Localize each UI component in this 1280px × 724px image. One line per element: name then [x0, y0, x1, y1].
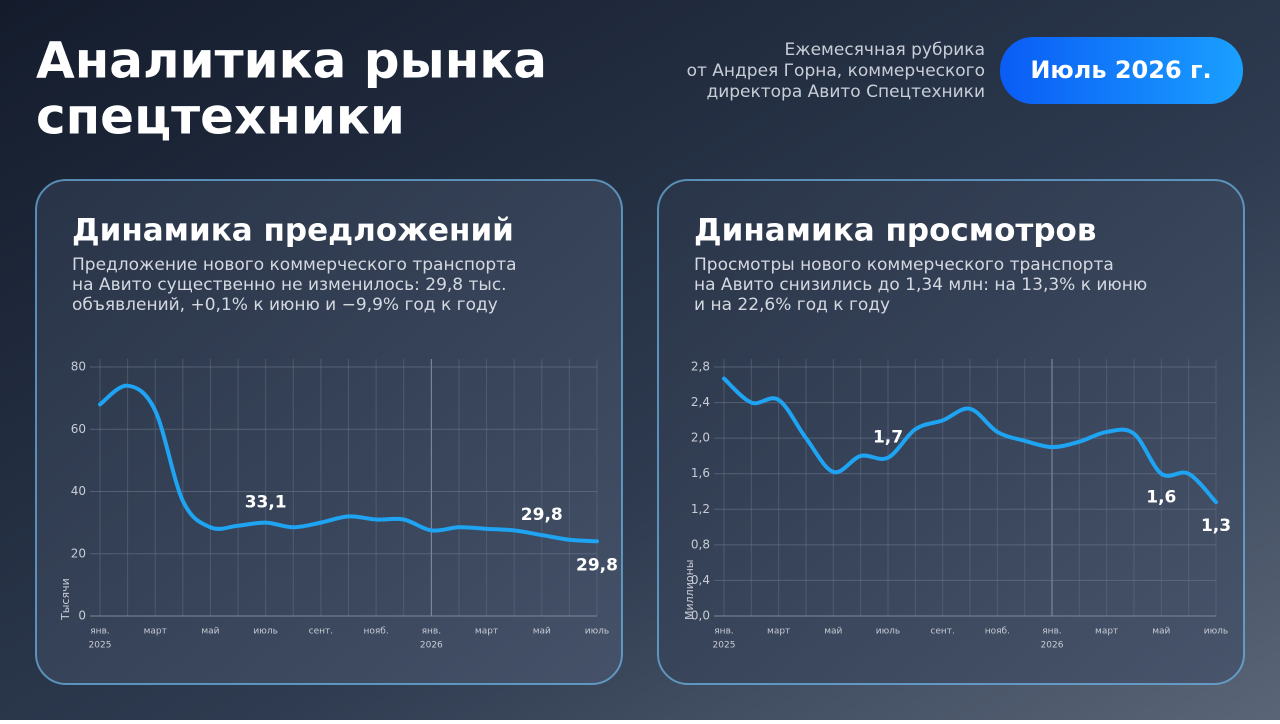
y-tick-label: 0,0: [691, 609, 710, 623]
y-tick-label: 0,8: [691, 537, 710, 551]
x-tick-label: март: [1095, 627, 1118, 637]
chart-title: Динамика предложений: [72, 213, 514, 249]
x-tick-label: май: [1152, 627, 1170, 637]
rubric: от Андрея Горна, коммерческого: [687, 61, 985, 81]
x-tick-label: март: [144, 627, 167, 637]
y-tick-label: 40: [71, 484, 86, 498]
rubric: директора Авито Спецтехники: [706, 82, 985, 102]
x-tick-label: май: [824, 627, 842, 637]
badge-text: Июль 2026 г.: [1030, 56, 1211, 84]
x-tick-label: сент.: [930, 627, 954, 637]
page-title: Аналитика рынка: [36, 32, 547, 90]
x-tick-label: март: [475, 627, 498, 637]
year-label: 2026: [1041, 641, 1064, 651]
data-label: 1,6: [1146, 488, 1176, 508]
page-title: спецтехники: [36, 88, 405, 146]
x-tick-label: янв.: [422, 627, 441, 637]
data-label: 29,8: [521, 505, 563, 525]
x-tick-label: сент.: [309, 627, 333, 637]
x-tick-label: янв.: [714, 627, 733, 637]
data-label: 1,7: [873, 428, 903, 448]
data-label: 33,1: [245, 493, 287, 513]
chart-subtitle: Предложение нового коммерческого транспо…: [72, 255, 517, 275]
y-tick-label: 60: [71, 422, 86, 436]
year-label: 2026: [420, 641, 443, 651]
data-line: [98, 383, 599, 544]
y-tick-label: 1,6: [691, 466, 710, 480]
year-label: 2025: [713, 641, 736, 651]
x-tick-label: май: [201, 627, 219, 637]
chart-subtitle: объявлений, +0,1% к июню и −9,9% год к г…: [72, 295, 498, 315]
badge: [1000, 37, 1243, 104]
y-tick-label: 80: [71, 360, 86, 374]
y-tick-label: 2,0: [691, 431, 710, 445]
x-tick-label: янв.: [90, 627, 109, 637]
x-tick-label: янв.: [1042, 627, 1061, 637]
y-axis-label: Тысячи: [59, 578, 72, 621]
y-tick-label: 1,2: [691, 502, 710, 516]
card: [657, 179, 1245, 685]
chart-subtitle: на Авито существенно не изменилось: 29,8…: [72, 275, 507, 295]
rubric: Ежемесячная рубрика: [785, 40, 985, 60]
y-tick-label: 20: [71, 546, 86, 560]
chart-title: Динамика просмотров: [694, 213, 1096, 249]
data-label: 29,8: [576, 555, 618, 575]
x-tick-label: май: [533, 627, 551, 637]
chart-subtitle: на Авито снизились до 1,34 млн: на 13,3%…: [694, 275, 1147, 295]
x-tick-label: нояб.: [985, 627, 1010, 637]
data-line: [722, 376, 1218, 505]
x-tick-label: июль: [253, 627, 277, 637]
data-label: 1,3: [1201, 516, 1231, 536]
year-label: 2025: [89, 641, 112, 651]
chart-subtitle: Просмотры нового коммерческого транспорт…: [694, 255, 1114, 275]
chart-subtitle: и на 22,6% год к году: [694, 295, 890, 315]
y-tick-label: 0,4: [691, 573, 710, 587]
x-tick-label: март: [767, 627, 790, 637]
y-tick-label: 2,8: [691, 360, 710, 374]
y-tick-label: 2,4: [691, 395, 710, 409]
x-tick-label: июль: [1204, 627, 1228, 637]
y-tick-label: 0: [78, 609, 86, 623]
x-tick-label: июль: [585, 627, 609, 637]
x-tick-label: июль: [876, 627, 900, 637]
x-tick-label: нояб.: [364, 627, 389, 637]
y-axis-label: Миллионы: [683, 560, 696, 620]
